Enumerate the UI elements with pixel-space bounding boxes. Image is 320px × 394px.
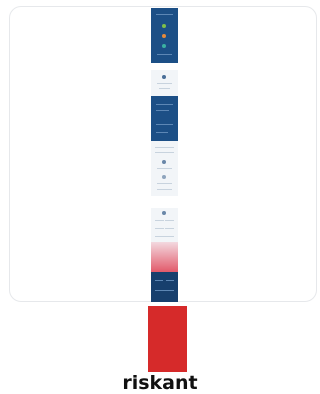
thumb-section-dark xyxy=(151,96,178,141)
thumb-section-content xyxy=(151,141,178,196)
thumb-section-footer xyxy=(151,272,178,302)
thumb-section-risk xyxy=(151,242,178,272)
thumb-section-intro xyxy=(151,70,178,96)
risk-level-swatch xyxy=(148,306,187,372)
thumb-section-header xyxy=(151,8,178,63)
risk-level-label: riskant xyxy=(122,372,198,394)
page-preview-thumbnail[interactable] xyxy=(151,8,178,302)
thumb-section-form xyxy=(151,208,178,242)
